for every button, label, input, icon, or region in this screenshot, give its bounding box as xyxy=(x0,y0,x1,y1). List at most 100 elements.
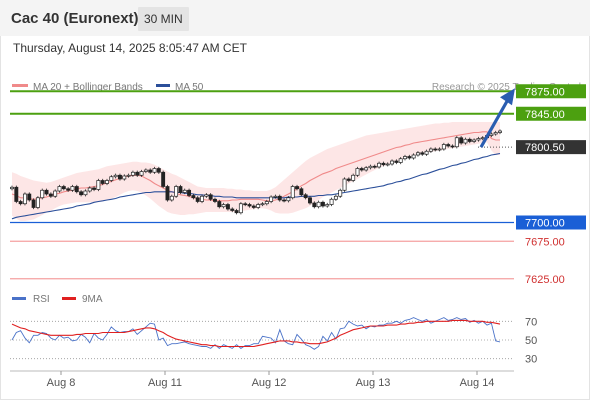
candle xyxy=(368,164,373,170)
candle-body-down xyxy=(135,171,140,176)
candle-body-up xyxy=(390,160,394,165)
ma50-legend-label: MA 50 xyxy=(175,82,204,93)
candle xyxy=(225,202,230,211)
candle-body-up xyxy=(290,186,295,199)
ma20-legend-label: MA 20 + Bollinger Bands xyxy=(33,82,143,93)
credit-label: Research © 2025 Trading Central xyxy=(432,82,581,93)
candle xyxy=(217,199,222,209)
candle-body-up xyxy=(35,197,40,208)
candle-body-down xyxy=(303,194,308,199)
candle xyxy=(35,196,40,210)
candle xyxy=(126,173,131,178)
candle-body-up xyxy=(40,189,45,199)
candle-body-up xyxy=(10,186,14,190)
candle xyxy=(221,202,226,209)
candle-body-up xyxy=(493,132,498,135)
ma20-legend-swatch xyxy=(12,84,28,87)
projection-arrow xyxy=(479,100,509,148)
support-label-4: 7675.00 xyxy=(525,236,565,248)
candle xyxy=(109,175,114,183)
candle-body-down xyxy=(446,144,451,147)
candle xyxy=(316,200,321,209)
candle xyxy=(364,166,369,172)
candle-body-up xyxy=(87,187,92,192)
candle-body-up xyxy=(351,174,356,181)
candle xyxy=(260,202,265,207)
candle-body-down xyxy=(195,197,200,202)
candle-body-up xyxy=(70,186,75,191)
candle xyxy=(269,195,274,204)
candle xyxy=(346,177,351,183)
candle-body-down xyxy=(308,197,312,204)
candle-body-down xyxy=(450,145,455,148)
candle-body-down xyxy=(359,168,364,171)
interval-button[interactable]: 30 MIN xyxy=(138,7,189,31)
candle-body-up xyxy=(498,130,502,133)
candle xyxy=(325,202,330,208)
candle-body-down xyxy=(230,208,235,211)
candle-body-down xyxy=(213,198,217,202)
candle-body-up xyxy=(182,189,187,193)
candle xyxy=(273,194,278,199)
candle-body-up xyxy=(204,194,209,197)
rsi-legend-label: RSI xyxy=(33,294,50,305)
resistance-label-0: 7875.00 xyxy=(525,86,565,98)
candle-body-up xyxy=(325,204,330,207)
candle xyxy=(277,194,282,202)
candle-body-down xyxy=(459,137,464,144)
x-tick-label: Aug 8 xyxy=(47,377,76,389)
candle xyxy=(355,166,360,177)
candle xyxy=(18,199,23,206)
candle xyxy=(23,192,27,206)
candle-body-up xyxy=(333,195,338,200)
candle xyxy=(118,173,122,181)
pivot-label-3: 7700.00 xyxy=(525,218,565,230)
candle xyxy=(377,161,382,169)
instrument-title: Cac 40 (Euronext) xyxy=(11,10,139,27)
candle xyxy=(130,170,135,177)
candle xyxy=(472,138,477,144)
candle-body-up xyxy=(398,158,403,163)
x-tick-label: Aug 13 xyxy=(356,377,391,389)
candle xyxy=(424,149,429,156)
rsi-tick-label: 50 xyxy=(525,335,537,347)
candle xyxy=(446,142,451,148)
candle-body-down xyxy=(61,186,66,190)
rsi-ma-legend-label: 9MA xyxy=(82,294,103,305)
support-label-5: 7625.00 xyxy=(525,274,565,286)
candle xyxy=(57,184,62,193)
candle xyxy=(333,194,338,201)
candle-body-down xyxy=(92,187,97,190)
candle-body-down xyxy=(178,186,183,193)
candle-body-down xyxy=(48,193,53,197)
candle-body-up xyxy=(264,201,269,205)
candle-body-down xyxy=(165,186,170,201)
candle xyxy=(152,166,157,174)
candle-body-down xyxy=(372,165,377,168)
candle-body-down xyxy=(225,204,230,210)
candle xyxy=(208,193,213,201)
candle xyxy=(403,154,407,161)
candle xyxy=(420,151,425,156)
candle-body-down xyxy=(420,152,425,155)
candle xyxy=(87,186,92,193)
candle xyxy=(320,200,325,208)
candle-body-down xyxy=(407,156,412,159)
candle xyxy=(282,198,287,203)
candle xyxy=(251,204,256,210)
candle xyxy=(230,207,235,213)
candle-body-up xyxy=(316,201,321,208)
candle-body-down xyxy=(320,201,325,207)
candle xyxy=(454,136,459,149)
candle-body-up xyxy=(424,150,429,155)
bollinger-band xyxy=(12,122,500,221)
candle-body-up xyxy=(377,162,382,168)
candle xyxy=(398,157,403,165)
candle xyxy=(66,187,71,192)
candle xyxy=(10,185,14,191)
candle xyxy=(467,137,472,144)
candle xyxy=(433,147,438,152)
candle-body-up xyxy=(152,168,157,173)
candle-body-up xyxy=(256,204,261,208)
candle xyxy=(295,184,299,191)
